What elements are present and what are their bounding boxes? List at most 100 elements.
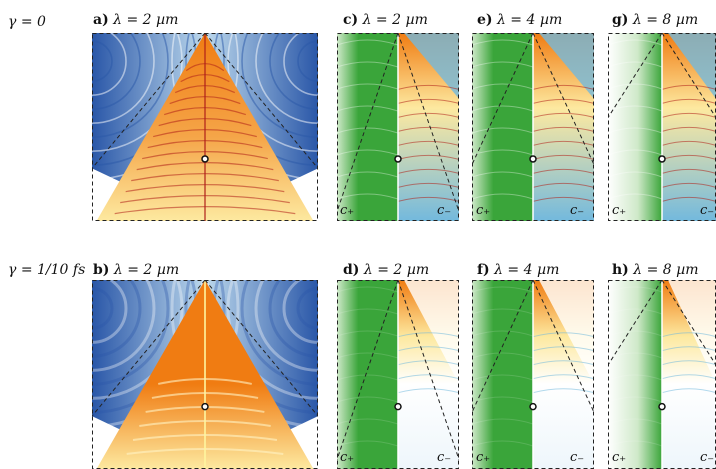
c-plus-label-f: c₊ (476, 450, 491, 465)
cone-edge (608, 33, 663, 118)
ripple (532, 168, 594, 174)
title-b: b) λ = 2 µm (93, 262, 180, 278)
source-marker (529, 155, 537, 163)
ripple (472, 61, 534, 68)
ripple (337, 352, 399, 359)
ripple (608, 83, 663, 90)
wave-arc (92, 33, 225, 194)
ripple (472, 330, 534, 337)
outside-cone-region (668, 280, 716, 384)
panel-d-field-map (337, 280, 459, 469)
ripple (608, 39, 663, 46)
panel-a-field-map (92, 33, 318, 221)
wave-arc (254, 280, 318, 372)
source-marker (658, 155, 666, 163)
wave-arc (92, 40, 113, 82)
ripple (532, 332, 594, 338)
c-plus-field (337, 280, 398, 469)
ripple (608, 61, 663, 68)
ripple (337, 171, 399, 178)
cone-edge (472, 33, 534, 165)
ripple (661, 84, 716, 90)
panel-b-field-map (92, 280, 318, 469)
ripple (661, 374, 716, 380)
ripple (337, 39, 399, 46)
ripple (532, 84, 594, 90)
wave-arc (241, 33, 318, 138)
wave-arc (92, 280, 170, 386)
outside-cone-region (404, 280, 459, 384)
wave-arc (92, 280, 128, 344)
ripple (661, 196, 716, 202)
ripple (472, 83, 534, 90)
ripple (337, 308, 399, 315)
ripple (337, 61, 399, 68)
ripple (397, 168, 459, 174)
wave-arc (282, 280, 318, 344)
c-plus-field (472, 33, 533, 221)
ripple (472, 171, 534, 178)
ripple (337, 193, 399, 200)
c-minus-label-d: c₋ (437, 450, 452, 465)
ripple (608, 418, 663, 425)
ripple (472, 440, 534, 447)
ripple (532, 182, 594, 188)
ripple (661, 154, 716, 160)
cone-edge (337, 280, 399, 460)
c-minus-label-h: c₋ (700, 450, 715, 465)
ripple (397, 112, 459, 118)
c-plus-label-h: c₊ (612, 450, 627, 465)
title-e: e) λ = 4 µm (477, 12, 563, 28)
source-marker (201, 402, 209, 411)
ripple (608, 127, 663, 134)
panel-g-field-map (608, 33, 716, 221)
ripple (608, 105, 663, 112)
c-plus-label-c: c₊ (340, 203, 355, 218)
c-plus-field (608, 33, 662, 221)
wave-arc (92, 280, 156, 372)
c-minus-label-c: c₋ (437, 203, 452, 218)
ripple (661, 140, 716, 146)
ripple (472, 286, 534, 293)
ripple (608, 330, 663, 337)
panel-h-field-map (608, 280, 716, 469)
panel-c-field-map (337, 33, 459, 221)
ripple (661, 126, 716, 132)
ripple (472, 374, 534, 381)
wave-arc (92, 33, 141, 110)
wave-arc (268, 280, 318, 358)
cone-edge (532, 33, 594, 165)
cone-edge (661, 33, 716, 118)
ripple (532, 140, 594, 146)
panel-f-field-map (472, 280, 594, 469)
source-marker (529, 402, 537, 411)
source-marker (394, 155, 402, 163)
c-plus-field (608, 280, 662, 469)
title-g: g) λ = 8 µm (612, 12, 699, 28)
ripple (472, 308, 534, 315)
outside-cone-region (539, 280, 594, 384)
ripple (472, 193, 534, 200)
ripple (532, 388, 594, 394)
title-a: a) λ = 2 µm (93, 12, 179, 28)
wave-arc (255, 33, 318, 124)
ripple (661, 388, 716, 394)
row-label-gamma-damped: γ = 1/10 fs (8, 262, 86, 278)
row-label-gamma-0: γ = 0 (8, 14, 46, 30)
ripple (608, 396, 663, 403)
title-c: c) λ = 2 µm (343, 12, 428, 28)
ripple (608, 193, 663, 200)
c-plus-label-e: c₊ (476, 203, 491, 218)
wave-arc (297, 40, 318, 82)
wave-arc (269, 33, 318, 110)
ripple (337, 105, 399, 112)
wave-arc (185, 33, 318, 194)
wave-arc (92, 280, 142, 358)
ripple (397, 360, 459, 366)
c-minus-label-f: c₋ (570, 450, 585, 465)
ripple (337, 149, 399, 156)
ripple (608, 352, 663, 359)
ripple (532, 374, 594, 380)
wave-arc (92, 33, 239, 208)
c-plus-label-g: c₊ (612, 203, 627, 218)
